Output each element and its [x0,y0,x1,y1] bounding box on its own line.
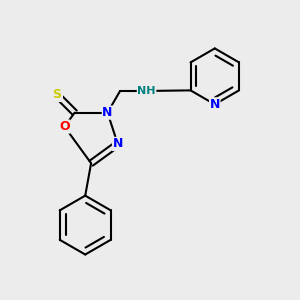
FancyBboxPatch shape [59,122,70,131]
Text: N: N [210,98,220,111]
Text: S: S [52,88,62,101]
FancyBboxPatch shape [51,91,63,99]
Text: N: N [102,106,113,119]
Text: N: N [112,137,123,150]
Text: O: O [59,120,70,133]
FancyBboxPatch shape [210,100,220,109]
FancyBboxPatch shape [102,109,113,117]
Text: NH: NH [137,86,156,96]
FancyBboxPatch shape [112,140,123,148]
FancyBboxPatch shape [138,87,155,95]
